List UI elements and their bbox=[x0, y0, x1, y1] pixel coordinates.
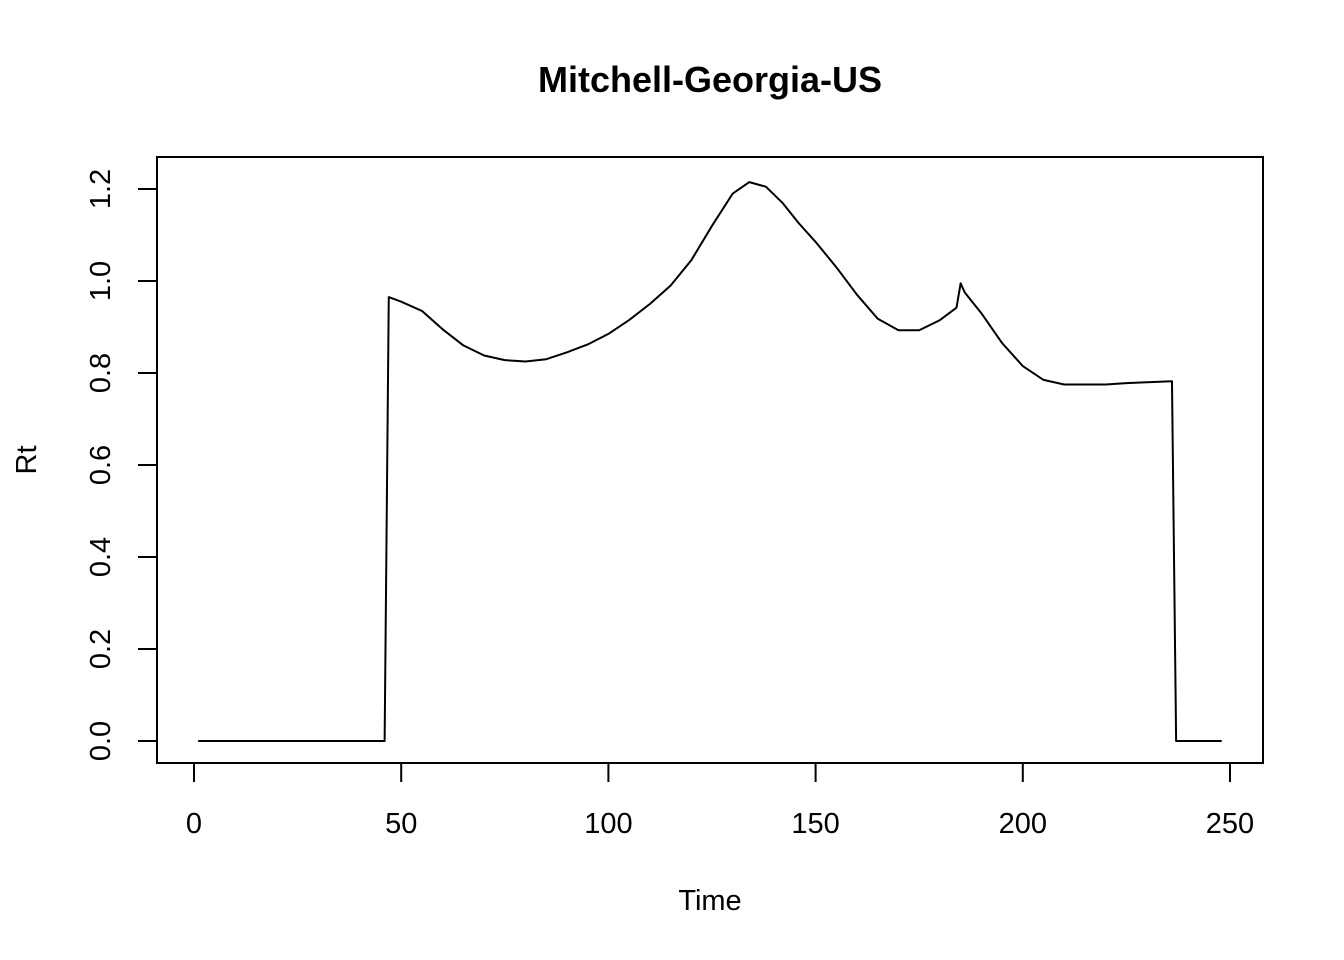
x-axis: 0 50 100 150 200 250 bbox=[186, 762, 1254, 840]
x-axis-label: Time bbox=[678, 885, 741, 917]
chart-title: Mitchell-Georgia-US bbox=[538, 59, 882, 100]
series-group bbox=[198, 181, 1222, 742]
y-tick-label: 0.6 bbox=[85, 445, 117, 485]
y-tick-label: 0.8 bbox=[85, 353, 117, 393]
x-tick-label: 250 bbox=[1206, 808, 1254, 840]
y-tick-label: 0.2 bbox=[85, 629, 117, 669]
y-tick-label: 0.0 bbox=[85, 721, 117, 761]
x-tick-label: 0 bbox=[186, 808, 202, 840]
y-axis-label: Rt bbox=[11, 446, 43, 475]
x-tick-label: 200 bbox=[999, 808, 1047, 840]
x-tick-label: 100 bbox=[584, 808, 632, 840]
y-axis: 0.0 0.2 0.4 0.6 0.8 1.0 1.2 bbox=[85, 169, 158, 761]
x-tick-label: 50 bbox=[385, 808, 417, 840]
y-tick-label: 1.0 bbox=[85, 261, 117, 301]
x-tick-label: 150 bbox=[791, 808, 839, 840]
series-line bbox=[198, 181, 1222, 742]
y-tick-label: 0.4 bbox=[85, 537, 117, 577]
y-tick-label: 1.2 bbox=[85, 169, 117, 209]
plot-frame bbox=[156, 156, 1264, 764]
